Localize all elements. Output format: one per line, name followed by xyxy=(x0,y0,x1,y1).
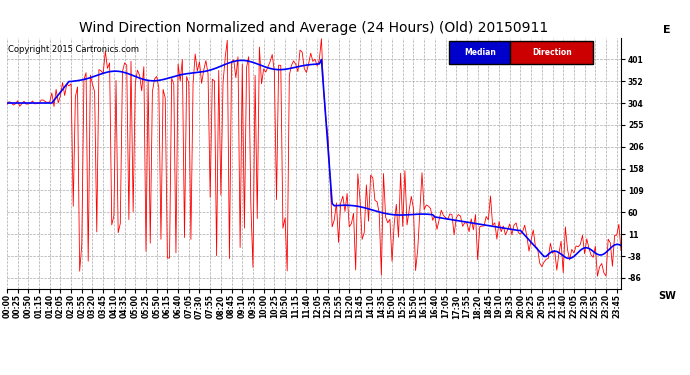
Text: Median: Median xyxy=(464,48,495,57)
Text: E: E xyxy=(663,25,671,35)
Text: Copyright 2015 Cartronics.com: Copyright 2015 Cartronics.com xyxy=(8,45,139,54)
Title: Wind Direction Normalized and Average (24 Hours) (Old) 20150911: Wind Direction Normalized and Average (2… xyxy=(79,21,549,35)
FancyBboxPatch shape xyxy=(511,41,593,64)
Text: Direction: Direction xyxy=(532,48,572,57)
Text: SW: SW xyxy=(658,291,676,301)
FancyBboxPatch shape xyxy=(449,41,511,64)
